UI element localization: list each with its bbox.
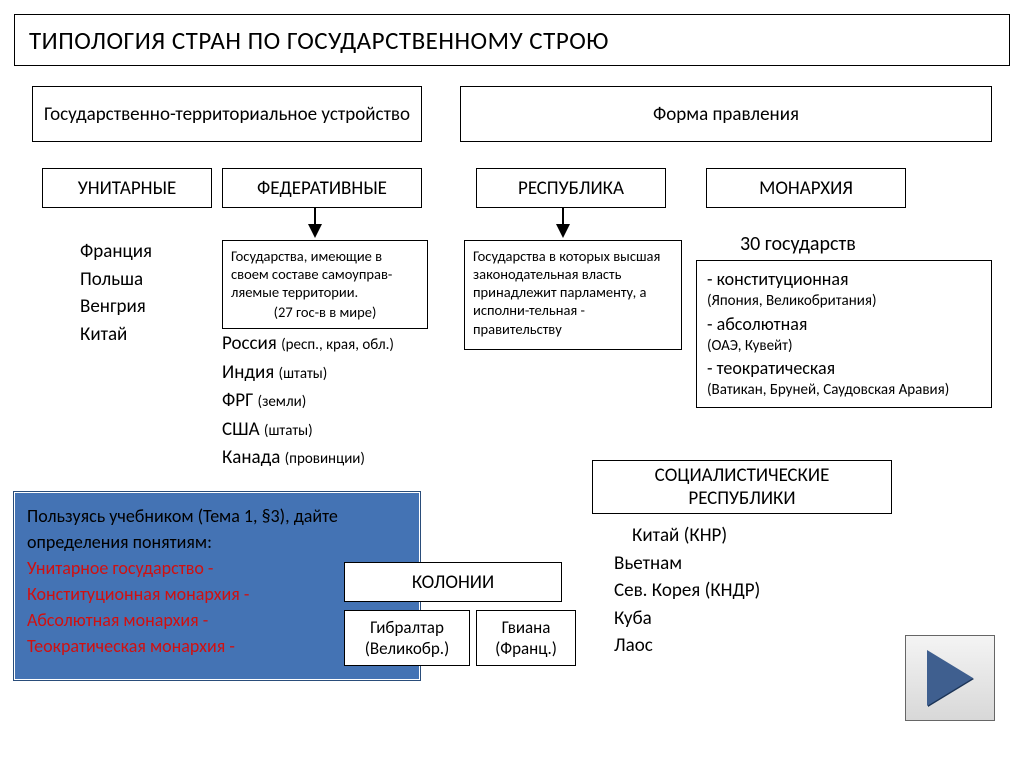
- monarchy-count: 30 государств: [740, 232, 856, 256]
- task-intro: определения понятиям:: [27, 529, 407, 555]
- monarchy-examples: (Ватикан, Бруней, Саудовская Аравия): [707, 380, 981, 400]
- socialist-list: Китай (КНР) Вьетнам Сев. Корея (КНДР) Ку…: [614, 522, 760, 660]
- monarchy-type: - абсолютная: [707, 312, 981, 336]
- list-item: Канада (провинции): [222, 444, 394, 473]
- subtype-monarchy: МОНАРХИЯ: [706, 168, 906, 208]
- definition-federal: Государства, имеющие в своем составе сам…: [222, 240, 428, 329]
- list-item: Франция: [80, 238, 152, 266]
- definition-federal-count: (27 гос-в в мире): [231, 303, 419, 321]
- list-item: Сев. Корея (КНДР): [614, 577, 760, 605]
- socialist-title: СОЦИАЛИСТИЧЕСКИЕ РЕСПУБЛИКИ: [592, 460, 892, 514]
- note: (штаты): [279, 365, 328, 383]
- next-button[interactable]: [905, 635, 995, 721]
- country: Канада: [222, 446, 280, 469]
- monarchy-examples: (Япония, Великобритания): [707, 291, 981, 311]
- list-item: США (штаты): [222, 416, 394, 445]
- federal-list: Россия (респ., края, обл.) Индия (штаты)…: [222, 330, 394, 473]
- unitary-list: Франция Польша Венгрия Китай: [80, 238, 152, 348]
- page-title: ТИПОЛОГИЯ СТРАН ПО ГОСУДАРСТВЕННОМУ СТРО…: [14, 14, 1010, 66]
- monarchy-types: - конституционная (Япония, Великобритани…: [696, 260, 992, 408]
- subtype-unitary: УНИТАРНЫЕ: [42, 168, 212, 208]
- colony-name: Гвиана: [495, 617, 557, 638]
- category-territorial: Государственно-территориальное устройств…: [32, 86, 422, 142]
- colony-item: Гвиана (Франц.): [476, 610, 576, 666]
- monarchy-type: - конституционная: [707, 267, 981, 291]
- list-item: Китай (КНР): [614, 522, 760, 550]
- arrow-down-icon: [556, 224, 570, 238]
- list-item: Польша: [80, 266, 152, 294]
- monarchy-examples: (ОАЭ, Кувейт): [707, 336, 981, 356]
- subtype-federal: ФЕДЕРАТИВНЫЕ: [222, 168, 422, 208]
- note: (респ., края, обл.): [281, 336, 394, 354]
- colony-item: Гибралтар (Великобр.): [344, 610, 470, 666]
- category-government: Форма правления: [460, 86, 992, 142]
- task-intro: Пользуясь учебником (Тема 1, §3), дайте: [27, 503, 407, 529]
- list-item: Куба: [614, 605, 760, 633]
- definition-republic: Государства в которых высшая законодател…: [464, 240, 682, 350]
- list-item: Россия (респ., края, обл.): [222, 330, 394, 359]
- definition-federal-text: Государства, имеющие в своем составе сам…: [231, 247, 392, 301]
- colony-owner: (Великобр.): [365, 638, 450, 659]
- country: Индия: [222, 361, 274, 384]
- list-item: ФРГ (земли): [222, 387, 394, 416]
- list-item: Вьетнам: [614, 550, 760, 578]
- list-item: Индия (штаты): [222, 359, 394, 388]
- note: (провинции): [285, 450, 365, 468]
- list-item: Венгрия: [80, 293, 152, 321]
- country: ФРГ: [222, 389, 253, 412]
- subtype-republic: РЕСПУБЛИКА: [476, 168, 666, 208]
- list-item: Китай: [80, 321, 152, 349]
- play-icon: [927, 650, 973, 706]
- colony-name: Гибралтар: [365, 617, 450, 638]
- country: США: [222, 418, 260, 441]
- note: (земли): [258, 393, 307, 411]
- list-item: Лаос: [614, 632, 760, 660]
- colony-owner: (Франц.): [495, 638, 557, 659]
- arrow-down-icon: [308, 224, 322, 238]
- country: Россия: [222, 332, 277, 355]
- colonies-title: КОЛОНИИ: [344, 562, 562, 602]
- note: (штаты): [264, 422, 313, 440]
- monarchy-type: - теократическая: [707, 356, 981, 380]
